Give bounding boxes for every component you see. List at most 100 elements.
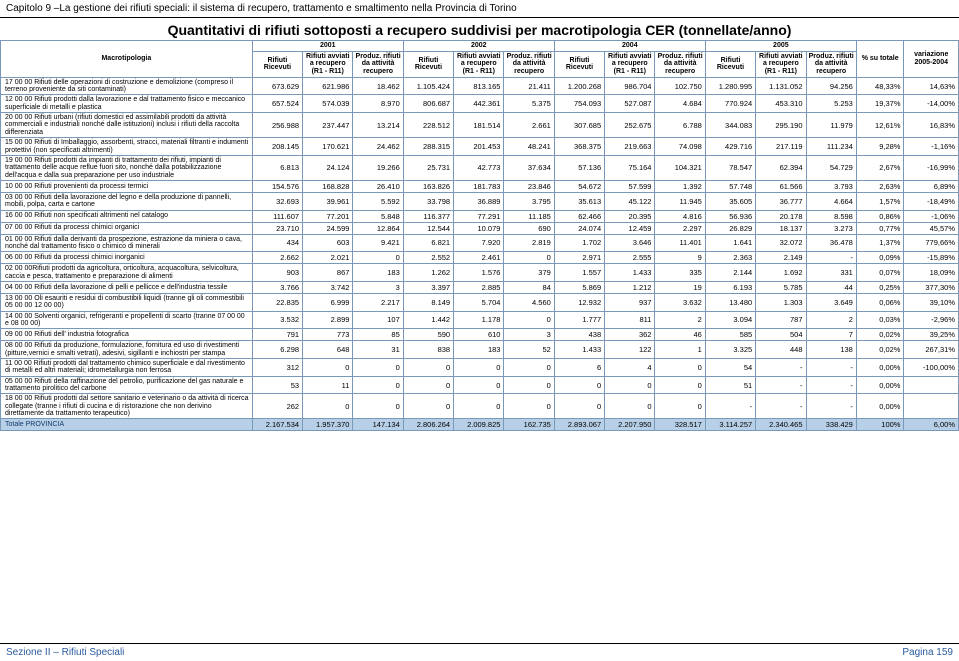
data-cell: 12.932 bbox=[554, 293, 604, 311]
data-cell: 0,00% bbox=[856, 394, 904, 419]
data-cell: 48.241 bbox=[504, 138, 554, 156]
data-cell: 0,09% bbox=[856, 252, 904, 264]
data-cell: 2.662 bbox=[252, 252, 302, 264]
data-cell: 62.466 bbox=[554, 210, 604, 222]
data-cell: - bbox=[806, 252, 856, 264]
row-category: 06 00 00 Rifiuti da processi chimici ino… bbox=[1, 252, 253, 264]
table-body: 17 00 00 Rifiuti delle operazioni di cos… bbox=[1, 77, 959, 431]
data-cell: 3.325 bbox=[705, 341, 755, 359]
col-ricevuti: Rifiuti Ricevuti bbox=[252, 51, 302, 77]
data-cell: 2.899 bbox=[303, 311, 353, 329]
row-category: 19 00 00 Rifiuti prodotti da impianti di… bbox=[1, 155, 253, 180]
data-cell: 26.410 bbox=[353, 180, 403, 192]
data-cell: 3.793 bbox=[806, 180, 856, 192]
data-cell: 170.621 bbox=[303, 138, 353, 156]
data-cell: 1 bbox=[655, 341, 705, 359]
data-cell: 9,28% bbox=[856, 138, 904, 156]
data-cell: 21.411 bbox=[504, 77, 554, 95]
data-cell: 2.297 bbox=[655, 222, 705, 234]
data-cell: 51 bbox=[705, 376, 755, 394]
data-cell: 24.124 bbox=[303, 155, 353, 180]
data-cell: 453.310 bbox=[756, 95, 806, 113]
data-cell: 111.234 bbox=[806, 138, 856, 156]
data-cell: 2.217 bbox=[353, 293, 403, 311]
data-cell: 504 bbox=[756, 329, 806, 341]
data-cell: 379 bbox=[504, 264, 554, 282]
data-cell: 5.869 bbox=[554, 281, 604, 293]
row-category: 11 00 00 Rifiuti prodotti dal trattament… bbox=[1, 359, 253, 377]
data-cell: 0 bbox=[353, 394, 403, 419]
col-produz: Produz. rifiuti da attività recupero bbox=[806, 51, 856, 77]
data-cell: - bbox=[756, 359, 806, 377]
data-cell: 288.315 bbox=[403, 138, 453, 156]
data-cell: 2.144 bbox=[705, 264, 755, 282]
data-cell: 0 bbox=[353, 376, 403, 394]
data-cell: 74.098 bbox=[655, 138, 705, 156]
data-cell: 37.634 bbox=[504, 155, 554, 180]
row-category: 01 00 00 Rifiuti dalla derivanti da pros… bbox=[1, 234, 253, 252]
data-cell: 0,02% bbox=[856, 341, 904, 359]
data-cell: 46 bbox=[655, 329, 705, 341]
data-cell: 4 bbox=[605, 359, 655, 377]
data-cell: 6.193 bbox=[705, 281, 755, 293]
table-row: 17 00 00 Rifiuti delle operazioni di cos… bbox=[1, 77, 959, 95]
data-cell: 2.971 bbox=[554, 252, 604, 264]
table-row: 16 00 00 Rifiuti non specificati altrime… bbox=[1, 210, 959, 222]
data-cell: 19 bbox=[655, 281, 705, 293]
data-cell: 7.920 bbox=[454, 234, 504, 252]
data-cell: 23.710 bbox=[252, 222, 302, 234]
data-cell: 779,66% bbox=[904, 234, 959, 252]
table-row: 07 00 00 Rifiuti da processi chimici org… bbox=[1, 222, 959, 234]
row-category: 16 00 00 Rifiuti non specificati altrime… bbox=[1, 210, 253, 222]
table-title: Quantitativi di rifiuti sottoposti a rec… bbox=[0, 18, 959, 40]
data-cell: 107 bbox=[353, 311, 403, 329]
data-cell: 154.576 bbox=[252, 180, 302, 192]
col-ricevuti: Rifiuti Ricevuti bbox=[403, 51, 453, 77]
data-cell: 657.524 bbox=[252, 95, 302, 113]
data-cell: -2,96% bbox=[904, 311, 959, 329]
data-cell: 163.826 bbox=[403, 180, 453, 192]
table-row: 14 00 00 Solventi organici, refrigeranti… bbox=[1, 311, 959, 329]
data-cell: 1.392 bbox=[655, 180, 705, 192]
data-cell: 256.988 bbox=[252, 113, 302, 138]
table-row: 19 00 00 Rifiuti prodotti da impianti di… bbox=[1, 155, 959, 180]
col-var: variazione 2005-2004 bbox=[904, 41, 959, 78]
data-cell: 5.253 bbox=[806, 95, 856, 113]
data-cell: 4.684 bbox=[655, 95, 705, 113]
data-cell: 3.273 bbox=[806, 222, 856, 234]
data-cell: 1,37% bbox=[856, 234, 904, 252]
data-cell: 2.819 bbox=[504, 234, 554, 252]
data-cell: 11.185 bbox=[504, 210, 554, 222]
data-cell: 25.731 bbox=[403, 155, 453, 180]
data-cell: 448 bbox=[756, 341, 806, 359]
data-cell: 867 bbox=[303, 264, 353, 282]
data-cell: 32.072 bbox=[756, 234, 806, 252]
data-cell: 434 bbox=[252, 234, 302, 252]
data-cell: 2.149 bbox=[756, 252, 806, 264]
data-cell: 252.675 bbox=[605, 113, 655, 138]
col-year-2005: 2005 bbox=[705, 41, 856, 52]
data-cell: 1.777 bbox=[554, 311, 604, 329]
data-cell: 1.280.995 bbox=[705, 77, 755, 95]
data-cell: 295.190 bbox=[756, 113, 806, 138]
data-cell: 621.986 bbox=[303, 77, 353, 95]
col-produz: Produz. rifiuti da attività recupero bbox=[353, 51, 403, 77]
data-cell: 1.178 bbox=[454, 311, 504, 329]
data-cell: 32.693 bbox=[252, 192, 302, 210]
data-cell: 1.131.052 bbox=[756, 77, 806, 95]
data-cell: 48,33% bbox=[856, 77, 904, 95]
data-cell: 56.936 bbox=[705, 210, 755, 222]
data-cell: 8.149 bbox=[403, 293, 453, 311]
data-cell: 527.087 bbox=[605, 95, 655, 113]
data-cell: 0 bbox=[454, 394, 504, 419]
row-category: 04 00 00 Rifiuti della lavorazione di pe… bbox=[1, 281, 253, 293]
data-cell: 0 bbox=[605, 394, 655, 419]
data-cell: 4.816 bbox=[655, 210, 705, 222]
data-cell: 4.664 bbox=[806, 192, 856, 210]
data-cell: 429.716 bbox=[705, 138, 755, 156]
table-row: 01 00 00 Rifiuti dalla derivanti da pros… bbox=[1, 234, 959, 252]
data-cell: 0 bbox=[303, 394, 353, 419]
data-cell: 12,61% bbox=[856, 113, 904, 138]
table-row: 08 00 00 Rifiuti da produzione, formulaz… bbox=[1, 341, 959, 359]
data-cell: 11.979 bbox=[806, 113, 856, 138]
